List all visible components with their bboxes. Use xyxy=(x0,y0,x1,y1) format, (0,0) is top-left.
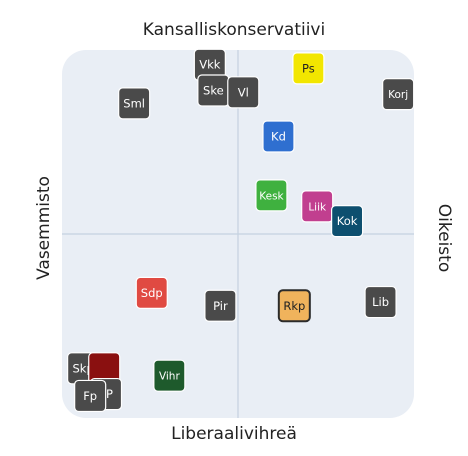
party-marker-box xyxy=(153,359,186,392)
party-marker-box xyxy=(277,289,311,323)
party-marker-label: Ps xyxy=(302,61,315,75)
party-marker-box xyxy=(227,76,260,109)
party-marker-label: Lib xyxy=(372,295,389,309)
party-marker-label: Sml xyxy=(123,96,145,110)
party-marker-box xyxy=(255,179,288,212)
party-marker-label: Fp xyxy=(83,389,97,403)
party-marker-pir: Pir xyxy=(204,289,237,322)
party-marker-label: Rkp xyxy=(283,299,305,313)
party-marker-liik: Liik xyxy=(301,190,334,223)
party-marker-kesk: Kesk xyxy=(255,179,288,212)
party-markers: Vkk Ske Vl Ps Korj Sml Kd Kesk Liik Kok Sdp Pir Rkp L… xyxy=(67,48,415,413)
y-axis-bottom-label: Liberaalivihreä xyxy=(171,424,297,444)
party-marker-label: Ske xyxy=(203,83,224,97)
party-marker-label: Vkk xyxy=(199,58,221,72)
party-marker-korj: Korj xyxy=(382,78,415,111)
party-marker-box xyxy=(118,87,151,120)
x-axis-right-label: Oikeisto xyxy=(434,203,454,273)
party-marker-box xyxy=(364,285,397,319)
party-marker-rkp: Rkp xyxy=(277,289,311,323)
party-marker-box xyxy=(382,78,415,111)
party-marker-label: Kok xyxy=(337,214,358,228)
party-marker-ske: Ske xyxy=(197,74,230,107)
party-marker-kd: Kd xyxy=(262,120,295,153)
party-marker-label: Vl xyxy=(238,85,249,99)
party-marker-vkk: Vkk xyxy=(193,48,226,81)
party-marker-box xyxy=(331,205,364,238)
party-marker-label: Kd xyxy=(271,129,286,143)
party-marker-vl: Vl xyxy=(227,76,260,109)
party-marker-box xyxy=(135,276,168,309)
party-marker-sml: Sml xyxy=(118,87,151,120)
party-marker-box xyxy=(262,120,295,153)
party-marker-box xyxy=(292,52,325,85)
party-marker-label: Pir xyxy=(213,299,228,313)
party-marker-box xyxy=(204,289,237,322)
party-marker-ps: Ps xyxy=(292,52,325,85)
x-axis-left-label: Vasemmisto xyxy=(34,176,54,280)
y-axis-top-label: Kansalliskonservatiivi xyxy=(142,20,326,40)
party-marker-box xyxy=(74,379,107,413)
party-marker-fp: Fp xyxy=(74,379,107,413)
party-marker-sdp: Sdp xyxy=(135,276,168,309)
party-marker-label: Sdp xyxy=(141,286,163,300)
party-marker-lib: Lib xyxy=(364,285,397,319)
party-marker-label: Kesk xyxy=(259,190,284,202)
party-marker-label: Vihr xyxy=(159,371,181,383)
party-marker-label: Korj xyxy=(388,89,408,101)
party-marker-vihr: Vihr xyxy=(153,359,186,392)
party-marker-kok: Kok xyxy=(331,205,364,238)
party-marker-label: Liik xyxy=(308,201,327,213)
